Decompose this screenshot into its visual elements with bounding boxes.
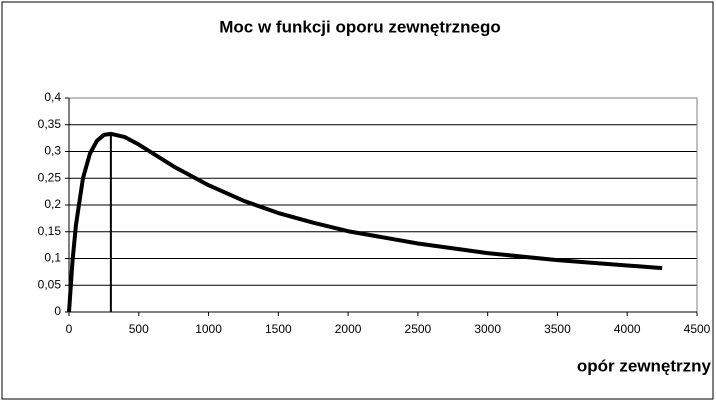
x-tick-label: 1500	[265, 322, 292, 336]
y-tick-label: 0,1	[44, 251, 61, 265]
x-tick-label: 2500	[405, 322, 432, 336]
y-tick-label: 0,15	[38, 224, 62, 238]
y-tick-label: 0,35	[38, 117, 62, 131]
y-tick-label: 0	[54, 304, 61, 318]
x-tick-label: 3000	[474, 322, 501, 336]
series-line	[67, 131, 663, 313]
x-tick-label: 4000	[614, 322, 641, 336]
y-tick-label: 0,4	[44, 90, 61, 104]
x-tick-label: 0	[66, 322, 73, 336]
x-tick-label: 4500	[684, 322, 711, 336]
x-tick-label: 2000	[335, 322, 362, 336]
chart-title: Moc w funkcji oporu zewnętrznego	[219, 17, 500, 36]
x-axis-title: opór zewnętrzny	[577, 356, 712, 375]
y-tick-label: 0,25	[38, 170, 62, 184]
y-tick-label: 0,3	[44, 144, 61, 158]
x-tick-label: 500	[129, 322, 149, 336]
x-tick-label: 3500	[544, 322, 571, 336]
y-tick-label: 0,05	[38, 277, 62, 291]
x-tick-label: 1000	[195, 322, 222, 336]
y-tick-label: 0,2	[44, 197, 61, 211]
